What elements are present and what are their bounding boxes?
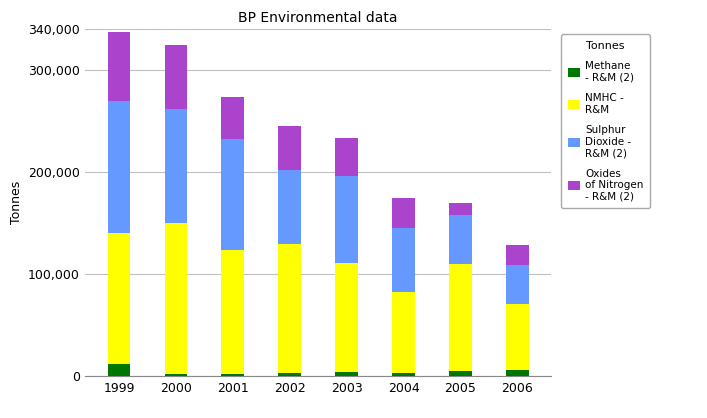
Bar xyxy=(221,374,244,376)
Bar xyxy=(107,32,130,101)
Bar xyxy=(449,215,472,264)
Bar xyxy=(221,250,244,374)
Bar xyxy=(107,233,130,364)
Bar xyxy=(506,245,529,265)
Bar xyxy=(279,170,301,244)
Bar xyxy=(506,370,529,376)
Bar xyxy=(107,364,130,376)
Bar xyxy=(107,101,130,233)
Bar xyxy=(165,45,187,109)
Bar xyxy=(506,304,529,370)
Bar xyxy=(335,263,358,372)
Bar xyxy=(392,291,415,373)
Bar xyxy=(279,244,301,373)
Bar xyxy=(392,373,415,376)
Bar xyxy=(449,371,472,376)
Bar xyxy=(392,228,415,291)
Bar xyxy=(335,176,358,263)
Bar xyxy=(165,223,187,374)
Bar xyxy=(221,97,244,140)
Bar xyxy=(335,138,358,176)
Bar xyxy=(506,265,529,304)
Bar xyxy=(165,109,187,223)
Bar xyxy=(279,126,301,170)
Bar xyxy=(392,198,415,228)
Bar xyxy=(165,374,187,376)
Bar xyxy=(221,140,244,250)
Legend: Methane
- R&M (2), NMHC -
R&M, Sulphur
Dioxide -
R&M (2), Oxides
of Nitrogen
- R: Methane - R&M (2), NMHC - R&M, Sulphur D… xyxy=(561,34,650,208)
Bar xyxy=(449,203,472,215)
Bar xyxy=(335,372,358,376)
Title: BP Environmental data: BP Environmental data xyxy=(238,11,398,25)
Y-axis label: Tonnes: Tonnes xyxy=(10,181,23,224)
Bar xyxy=(279,373,301,376)
Bar xyxy=(449,264,472,371)
